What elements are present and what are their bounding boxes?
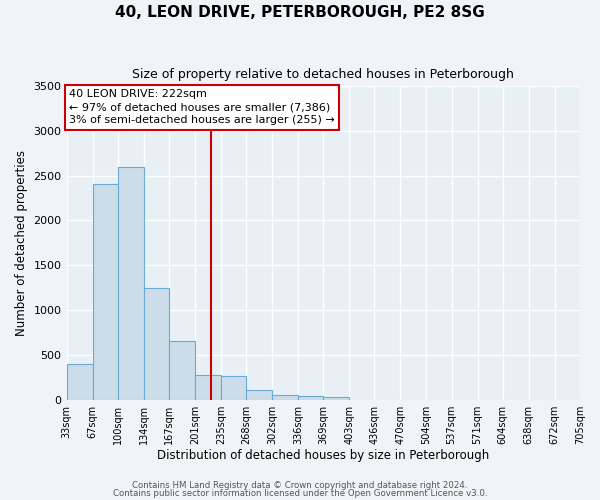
- Bar: [195, 376, 221, 400]
- Bar: [144, 288, 169, 400]
- Bar: [298, 396, 323, 400]
- X-axis label: Distribution of detached houses by size in Peterborough: Distribution of detached houses by size …: [157, 450, 490, 462]
- Bar: [169, 342, 195, 400]
- Title: Size of property relative to detached houses in Peterborough: Size of property relative to detached ho…: [133, 68, 514, 80]
- Text: 40, LEON DRIVE, PETERBOROUGH, PE2 8SG: 40, LEON DRIVE, PETERBOROUGH, PE2 8SG: [115, 5, 485, 20]
- Text: Contains public sector information licensed under the Open Government Licence v3: Contains public sector information licen…: [113, 489, 487, 498]
- Bar: [272, 395, 298, 400]
- Bar: [92, 184, 118, 400]
- Bar: [323, 397, 349, 400]
- Bar: [246, 390, 272, 400]
- Y-axis label: Number of detached properties: Number of detached properties: [15, 150, 28, 336]
- Bar: [118, 166, 144, 400]
- Bar: [221, 376, 246, 400]
- Text: 40 LEON DRIVE: 222sqm
← 97% of detached houses are smaller (7,386)
3% of semi-de: 40 LEON DRIVE: 222sqm ← 97% of detached …: [69, 89, 335, 126]
- Text: Contains HM Land Registry data © Crown copyright and database right 2024.: Contains HM Land Registry data © Crown c…: [132, 480, 468, 490]
- Bar: [67, 364, 92, 400]
